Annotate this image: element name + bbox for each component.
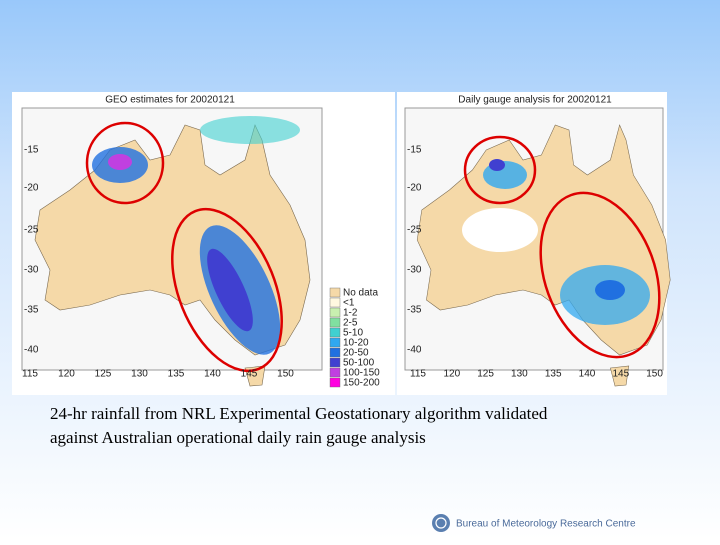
- rain-area: [108, 154, 132, 170]
- lat-label: -30: [24, 265, 39, 276]
- lat-label: -25: [407, 225, 422, 236]
- legend-swatch: [329, 307, 341, 318]
- lon-label: 145: [612, 369, 629, 380]
- lat-label: -40: [407, 345, 422, 356]
- legend-label: 150-200: [343, 378, 380, 389]
- rain-area: [489, 159, 505, 171]
- legend-swatch: [329, 357, 341, 368]
- legend-swatch: [329, 367, 341, 378]
- lat-label: -35: [407, 305, 422, 316]
- caption-line: against Australian operational daily rai…: [50, 428, 426, 447]
- no-data-area: [462, 208, 538, 252]
- lon-label: 125: [477, 369, 494, 380]
- map-panel: Daily gauge analysis for 20020121 -15 -20…: [397, 92, 671, 395]
- lon-label: 140: [579, 369, 596, 380]
- lon-label: 135: [168, 369, 185, 380]
- lat-label: -25: [24, 225, 39, 236]
- legend-swatch: [329, 297, 341, 308]
- footer-logo: Bureau of Meteorology Research Centre: [432, 514, 636, 532]
- legend-label: 1-2: [343, 308, 358, 319]
- legend-label: 100-150: [343, 368, 380, 379]
- lat-label: -20: [407, 183, 422, 194]
- caption-line: 24-hr rainfall from NRL Experimental Geo…: [50, 404, 548, 423]
- legend-label: 10-20: [343, 338, 369, 349]
- logo-icon: [435, 517, 447, 529]
- legend-swatch: [329, 327, 341, 338]
- map-panel: GEO estimates for 20020121 -15 -20 -25 -30 -…: [12, 92, 395, 395]
- legend-label: 50-100: [343, 358, 375, 369]
- lat-label: -15: [24, 145, 39, 156]
- lon-label: 145: [241, 369, 258, 380]
- lat-label: -15: [407, 145, 422, 156]
- lon-label: 125: [95, 369, 112, 380]
- lon-label: 115: [410, 369, 426, 380]
- lat-label: -30: [407, 265, 422, 276]
- highlight-circle: [539, 191, 661, 359]
- legend-label: No data: [343, 288, 378, 299]
- lat-label: -35: [24, 305, 39, 316]
- map-title: GEO estimates for 20020121: [105, 95, 235, 106]
- lon-label: 140: [204, 369, 221, 380]
- legend-swatch: [329, 287, 341, 298]
- lon-label: 120: [443, 369, 460, 380]
- lon-label: 130: [131, 369, 148, 380]
- legend-swatch: [329, 377, 341, 388]
- rain-area: [595, 280, 625, 300]
- legend-swatch: [329, 347, 341, 358]
- footer-text: Bureau of Meteorology Research Centre: [456, 519, 636, 530]
- highlight-circle: [85, 121, 165, 205]
- lon-label: 135: [545, 369, 562, 380]
- legend: No data<11-22-55-1010-2020-5050-100100-1…: [328, 285, 394, 390]
- legend-swatch: [329, 317, 341, 328]
- highlight-circle: [171, 207, 283, 373]
- lon-label: 120: [58, 369, 75, 380]
- legend-swatch: [329, 337, 341, 348]
- lat-label: -40: [24, 345, 39, 356]
- logo-icon: [432, 514, 450, 532]
- lon-label: 115: [22, 369, 38, 380]
- highlight-circle: [463, 135, 537, 205]
- legend-label: <1: [343, 298, 355, 309]
- map-title: Daily gauge analysis for 20020121: [458, 95, 612, 106]
- legend-label: 2-5: [343, 318, 358, 329]
- rain-area: [207, 248, 253, 332]
- lon-label: 130: [511, 369, 528, 380]
- rain-area: [200, 116, 300, 144]
- legend-label: 5-10: [343, 328, 363, 339]
- lon-label: 150: [277, 369, 294, 380]
- lon-label: 150: [646, 369, 663, 380]
- lat-label: -20: [24, 183, 39, 194]
- legend-label: 20-50: [343, 348, 369, 359]
